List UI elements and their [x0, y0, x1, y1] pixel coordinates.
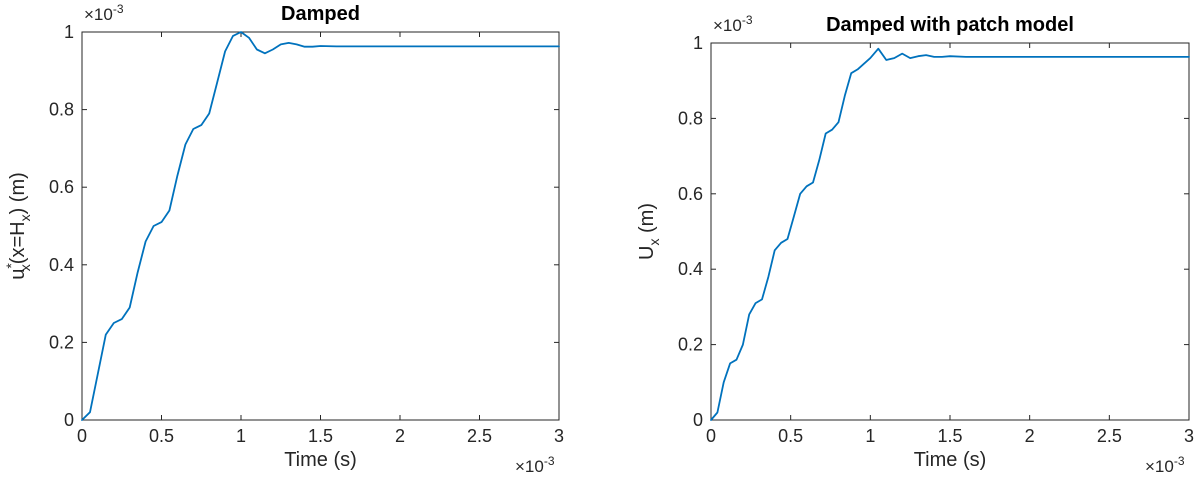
- x-exponent: ×10-3: [515, 454, 555, 476]
- x-tick-label: 0: [77, 426, 87, 446]
- x-tick-label: 1: [236, 426, 246, 446]
- y-label-base: U: [636, 246, 658, 260]
- y-label-end: (m): [636, 203, 658, 239]
- x-exponent-power: -3: [1174, 454, 1185, 468]
- plot-frame: [710, 42, 1190, 421]
- y-axis-label: Ux (m): [636, 203, 662, 260]
- y-label-sub2: x: [17, 214, 33, 221]
- y-tick-label: 0: [693, 410, 703, 430]
- x-tick-label: 2: [395, 426, 405, 446]
- y-exponent: ×10-3: [84, 2, 124, 24]
- chart-panel-1: 0 0.5 1 1.5 2 2.5 3 0 0.2 0.4 0.6 0.8 1 Damped Time (s…: [3, 2, 564, 476]
- chart-panel-2: 0 0.5 1 1.5 2 2.5 3 0 0.2 0.4 0.6 0.8 1 Damped with p…: [636, 13, 1194, 476]
- x-tick-label: 1.5: [308, 426, 333, 446]
- y-tick-label: 0.8: [49, 100, 74, 120]
- chart-title: Damped with patch model: [826, 14, 1074, 36]
- y-tick-label: 0.4: [678, 259, 703, 279]
- x-tick-label: 2: [1025, 426, 1035, 446]
- y-tick-label: 1: [64, 22, 74, 42]
- y-tick-label: 0.2: [678, 335, 703, 355]
- y-label-base: u: [7, 269, 29, 280]
- x-tick-label: 2.5: [467, 426, 492, 446]
- y-exponent-base: ×10: [84, 5, 113, 24]
- x-exponent-base: ×10: [515, 457, 544, 476]
- y-tick-label: 0.4: [49, 255, 74, 275]
- x-exponent: ×10-3: [1145, 454, 1185, 476]
- series-line: [81, 31, 560, 421]
- y-tick-label: 0.2: [49, 332, 74, 352]
- x-axis-label: Time (s): [914, 449, 987, 471]
- y-tick-label: 0.6: [49, 177, 74, 197]
- x-exponent-base: ×10: [1145, 457, 1174, 476]
- series-line: [710, 47, 1190, 421]
- y-label-sub: x: [646, 239, 662, 246]
- x-tick-label: 2.5: [1097, 426, 1122, 446]
- x-tick-label: 0: [706, 426, 716, 446]
- y-exponent-base: ×10: [713, 16, 742, 35]
- y-exponent-power: -3: [742, 13, 753, 27]
- x-axis-label: Time (s): [284, 449, 357, 471]
- y-label-mid: (x=H: [7, 221, 29, 264]
- y-label-sub: x: [17, 264, 33, 271]
- x-tick-label: 1.5: [937, 426, 962, 446]
- x-tick-label: 0.5: [778, 426, 803, 446]
- x-tick-label: 3: [1184, 426, 1194, 446]
- y-tick-label: 1: [693, 33, 703, 53]
- y-axis-label: u*x(x=Hx) (m): [3, 172, 33, 280]
- y-label-end: ) (m): [7, 172, 29, 214]
- y-exponent: ×10-3: [713, 13, 753, 35]
- y-tick-label: 0.8: [678, 108, 703, 128]
- y-label-sup: *: [3, 263, 19, 269]
- x-tick-label: 0.5: [149, 426, 174, 446]
- y-tick-label: 0.6: [678, 184, 703, 204]
- x-tick-label: 3: [554, 426, 564, 446]
- chart-title: Damped: [281, 3, 360, 25]
- y-tick-label: 0: [64, 410, 74, 430]
- x-tick-label: 1: [865, 426, 875, 446]
- x-exponent-power: -3: [544, 454, 555, 468]
- y-exponent-power: -3: [113, 2, 124, 16]
